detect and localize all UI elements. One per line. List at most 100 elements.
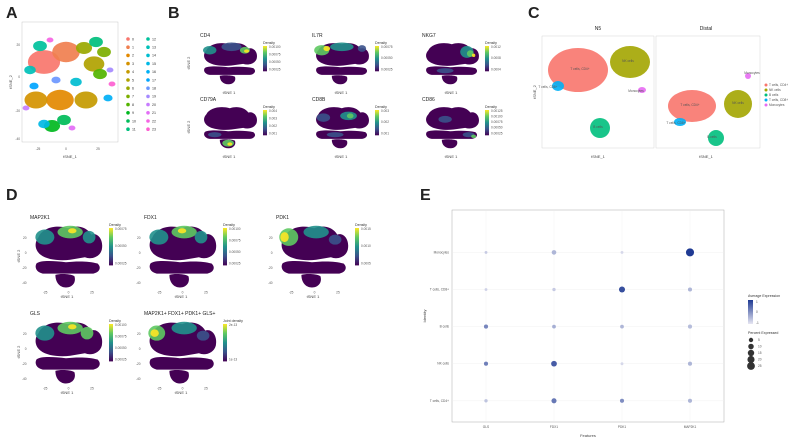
legend-label-cluster-3: 3 (132, 62, 134, 66)
panel-c-left-t-cells-cd4 (548, 48, 608, 92)
dot-t-cells-cd8--gls (484, 288, 488, 291)
legend-label-cluster-16: 16 (152, 70, 156, 74)
panel-d-hotspot-3-0 (35, 325, 55, 341)
panel-d-legend-tick-3-0: 0.00100 (115, 323, 127, 327)
cluster-23-region (108, 81, 116, 87)
panel-d-legend-tick-1-2: 0.00050 (229, 250, 241, 254)
panel-d-ytick-2-3: -40 (268, 281, 273, 285)
panel-e-feature-label-3: MAP2K1 (684, 425, 697, 429)
panel-b-legend-tick-0-3: 0.00025 (269, 67, 281, 71)
panel-e-size-legend-title: Percent Expressed (748, 331, 778, 335)
panel-c-cell-cloud: T cells, CD4+ NK cells B cells T cells, CD8… (538, 46, 760, 146)
panel-c-xlabel-left: tSNE_1 (591, 154, 606, 159)
panel-d-hotspot-4-3 (196, 330, 210, 341)
panel-b-colorbar-2 (485, 46, 489, 72)
dot-monocytes-map2k1 (685, 248, 695, 257)
dot-t-cells-cd8--fdx1 (552, 287, 556, 292)
panel-e-gridlines (452, 210, 724, 422)
panel-label-d: D (6, 187, 18, 204)
legend-label-cluster-4: 4 (132, 70, 134, 74)
panel-d-hotspot-3-2 (80, 326, 94, 340)
panel-b-xlabel-2: tSNE 1 (445, 90, 458, 95)
legend-label-cluster-18: 18 (152, 87, 156, 91)
cluster-4-region (74, 91, 98, 109)
panel-a-xlabel: tSNE_1 (63, 154, 78, 159)
panel-d-xtick-3-2: 25 (90, 387, 94, 391)
panel-c-cluster-label-4: Monocytes (628, 89, 644, 93)
panel-d-density-map-0 (35, 225, 103, 288)
panel-e-feature-label-1: FDX1 (550, 425, 558, 429)
panel-b-title-0: CD4 (200, 33, 210, 39)
cluster-13-region (24, 65, 36, 75)
panel-d-ylabel-0: tSNE 2 (16, 249, 21, 262)
dot-nk-cells-pdk1 (620, 362, 624, 366)
panel-d-ytick-1-0: 20 (137, 236, 141, 240)
panel-b-legend-tick-1-2: 0.00025 (381, 67, 393, 71)
panel-b-legend-tick-5-1: 0.00100 (491, 115, 503, 119)
panel-c-cluster-label-0: T cells, CD4+ (570, 67, 589, 71)
legend-swatch-cluster-18 (146, 86, 150, 90)
panel-e-size-legend-dot-4 (747, 362, 755, 370)
panel-d-xtick-3-1: 0 (68, 387, 70, 391)
panel-b-hotspot-4-3 (346, 113, 354, 119)
panel-d-ytick-0-3: -40 (22, 281, 27, 285)
panel-d-legend-tick-0-2: 0.00025 (115, 261, 127, 265)
legend-swatch-cluster-7 (126, 94, 130, 99)
panel-d-colorbar-0 (109, 228, 113, 266)
dot-nk-cells-gls (483, 361, 489, 366)
legend-swatch-cluster-13 (146, 45, 150, 49)
panel-d-xtick-4-1: 0 (182, 387, 184, 391)
panel-c-cluster-label-8: T cells, CD8+ (666, 121, 685, 125)
panel-d-title-0: MAP2K1 (30, 215, 50, 221)
panel-d-ytick-1-2: -20 (136, 266, 141, 270)
panel-d-ytick-3-1: 0 (25, 347, 27, 351)
dot-t-cells-cd8--map2k1 (687, 287, 693, 292)
panel-b-hotspot-3-1 (227, 142, 233, 146)
panel-c-left-b-cells (590, 118, 610, 138)
panel-b-hotspot-1-3 (357, 45, 367, 52)
panel-e-plot-area (451, 209, 725, 423)
panel-e-feature-label-2: PDK1 (618, 425, 627, 429)
dot-b-cells-fdx1 (552, 324, 556, 329)
panel-b-xlabel-3: tSNE 1 (223, 154, 236, 159)
panel-d-ytick-0-2: -20 (22, 266, 27, 270)
panel-e-dot-plot: Monocytes T cells, CD8+ B cells NK cells T c… (422, 209, 780, 438)
panel-b-hotspot-5-1 (471, 134, 477, 139)
panel-d-colorbar-4 (223, 324, 227, 362)
panel-d-hotspot-0-2 (82, 230, 96, 244)
panel-b-legend-tick-4-0: 0.003 (381, 109, 389, 113)
panel-b-gene-density-grid: CD4Density0.001000.000750.000500.00025tS… (186, 33, 503, 159)
panel-d-hotspot-0-0 (35, 229, 55, 245)
panel-b-hotspot-5-2 (438, 115, 452, 123)
panel-a-tsne-clusters: tSNE_1 tSNE_2 -25 0 25 20 0 -20 -40 0123… (8, 21, 156, 159)
cluster-0-region (27, 50, 61, 74)
panel-b-density-map-3 (204, 107, 257, 149)
panel-d-hotspot-2-3 (328, 234, 342, 245)
cluster-10-region (57, 114, 71, 126)
dot-t-cells-cd4--gls (484, 399, 488, 403)
legend-swatch-cluster-15 (146, 61, 150, 66)
panel-label-b: B (168, 5, 180, 22)
panel-d-colorbar-1 (223, 228, 227, 266)
panel-c-cluster-label-9: Monocytes (744, 71, 760, 75)
panel-b-title-3: CD79A (200, 97, 217, 103)
dot-monocytes-fdx1 (551, 250, 557, 255)
legend-swatch-cluster-1 (126, 45, 130, 49)
panel-b-legend-tick-5-2: 0.00075 (491, 120, 503, 124)
panel-b-legend-title-0: Density (263, 41, 275, 45)
panel-b-density-map-1 (314, 42, 369, 85)
panel-b-hotspot-4-2 (326, 132, 344, 138)
panel-d-legend-tick-2-0: 0.0015 (361, 227, 371, 231)
panel-b-legend-title-5: Density (485, 105, 497, 109)
panel-c-cluster-label-1: NK cells (622, 59, 634, 63)
panel-d-legend-tick-1-1: 0.00075 (229, 238, 241, 242)
panel-a-ytick-1: 0 (18, 75, 20, 79)
panel-b-hotspot-0-0 (203, 45, 217, 55)
panel-c-cluster-label-7: B cells (707, 135, 717, 139)
panel-c-right-axes (655, 35, 761, 149)
panel-b-colorbar-1 (375, 46, 379, 72)
panel-b-hotspot-2-1 (466, 50, 474, 58)
panel-d-legend-tick-2-2: 0.0005 (361, 261, 371, 265)
